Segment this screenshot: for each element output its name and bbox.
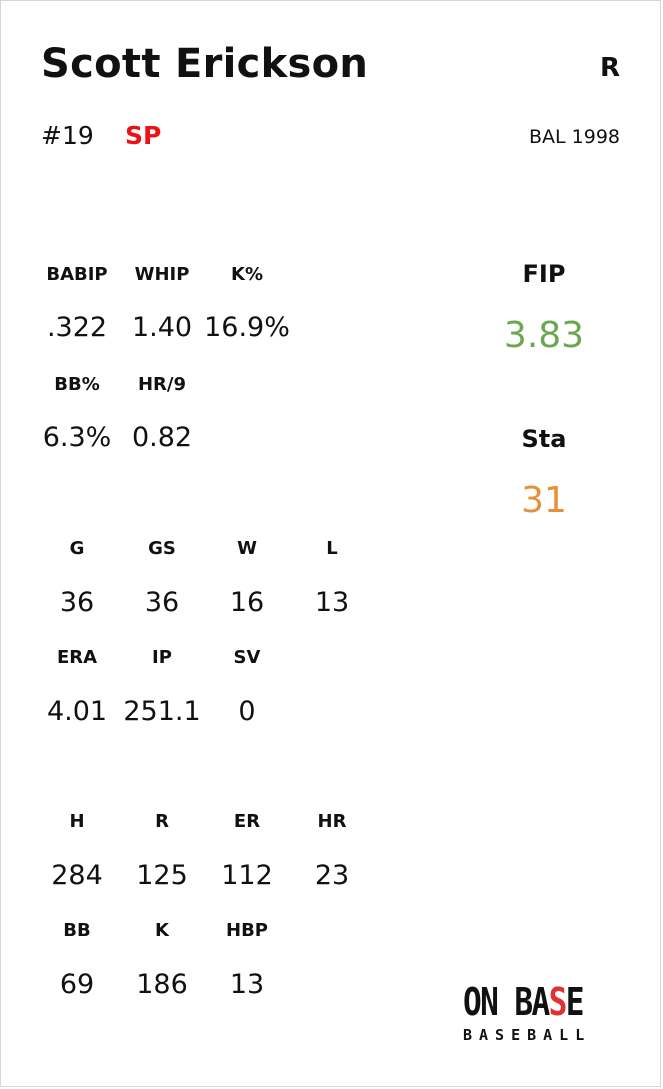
stat-label-hr: HR [317,811,347,832]
logo-text-part3: E [565,980,585,1024]
stat-value-hbp: 13 [229,969,265,1000]
stat-value-k-pct: 16.9% [204,312,290,343]
player-name: Scott Erickson [41,41,369,87]
stat-value-gs: 36 [144,587,180,618]
stat-value-g: 36 [59,587,95,618]
position-badge: SP [125,121,162,150]
stat-label-g: G [69,538,85,559]
stat-value-hr9: 0.82 [131,422,193,453]
stat-label-bb: BB [63,920,91,941]
stat-label-ip: IP [152,647,172,668]
stat-value-whip: 1.40 [131,312,193,343]
stat-value-hr: 23 [314,860,350,891]
stat-value-w: 16 [229,587,265,618]
fip-label: FIP [522,260,566,288]
stat-value-l: 13 [314,587,350,618]
stamina-value: 31 [521,480,567,521]
logo-wordmark: ON BASE [463,980,584,1024]
stat-label-r: R [155,811,169,832]
stat-label-k: K [155,920,169,941]
stat-label-hr9: HR/9 [137,374,187,395]
stat-label-er: ER [233,811,261,832]
stat-value-bb-pct: 6.3% [42,422,112,453]
stat-label-h: H [69,811,85,832]
jersey-number: #19 [41,121,94,150]
stat-label-era: ERA [56,647,98,668]
logo-subtitle: BASEBALL [463,1026,592,1044]
stat-label-l: L [326,538,338,559]
stat-label-gs: GS [148,538,176,559]
stamina-label: Sta [521,425,567,453]
throwing-hand: R [599,53,620,83]
stat-value-h: 284 [51,860,103,891]
logo-text-accent: S [548,980,568,1024]
on-base-baseball-logo: ON BASE BASEBALL [463,981,587,1044]
stat-value-r: 125 [136,860,188,891]
stat-label-bb-pct: BB% [54,374,100,395]
stat-value-k: 186 [136,969,188,1000]
stat-value-babip: .322 [46,312,108,343]
stat-label-hbp: HBP [226,920,268,941]
stat-value-bb: 69 [59,969,95,1000]
fip-value: 3.83 [503,315,585,356]
stat-value-ip: 251.1 [123,696,201,727]
stat-value-er: 112 [221,860,273,891]
stat-label-k-pct: K% [231,264,263,285]
stat-label-w: W [237,538,257,559]
stat-value-sv: 0 [238,696,256,727]
team-year: BAL 1998 [528,126,620,148]
stat-label-whip: WHIP [134,264,190,285]
stat-label-babip: BABIP [46,264,108,285]
stat-label-sv: SV [233,647,261,668]
stat-value-era: 4.01 [46,696,108,727]
logo-text-part1: ON BA [463,980,550,1024]
